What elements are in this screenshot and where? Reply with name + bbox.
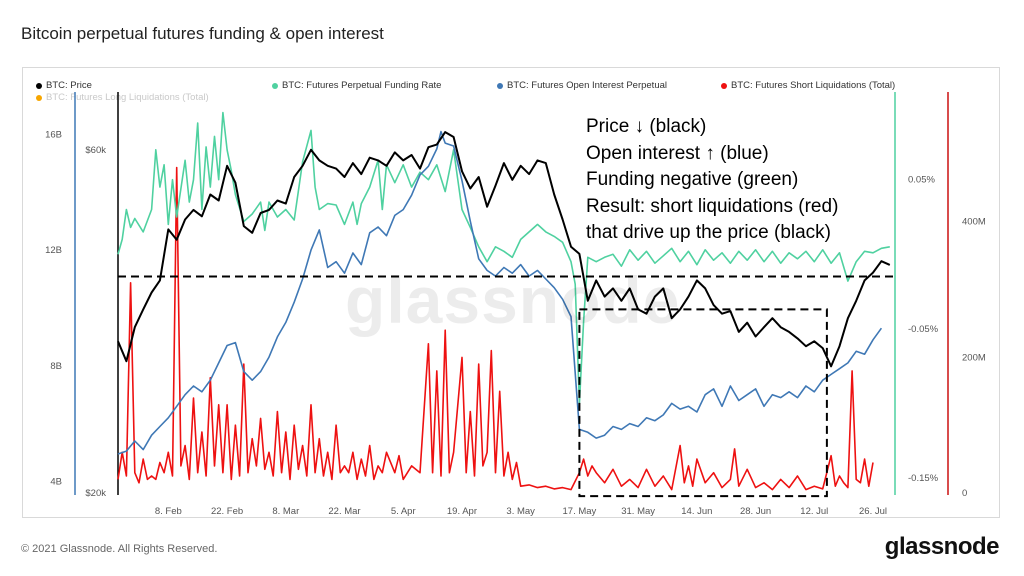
series-line-funding [117, 111, 890, 405]
tick-label-x-2: 8. Mar [272, 506, 299, 517]
annotation-line-2: Open interest ↑ (blue) [586, 142, 769, 164]
tick-label-funding-2: -0.15% [908, 473, 939, 484]
series-line-price [117, 131, 891, 368]
highlight-box [578, 308, 828, 498]
tick-label-x-12: 26. Jul [859, 506, 887, 517]
tick-label-liq-1: 200M [962, 352, 986, 363]
tick-label-x-9: 14. Jun [681, 506, 712, 517]
tick-label-oi-2: 12B [45, 245, 62, 256]
page-title: Bitcoin perpetual futures funding & open… [21, 24, 384, 43]
tick-label-x-5: 19. Apr [447, 506, 477, 517]
annotation-line-4: Result: short liquidations (red) [586, 195, 839, 217]
tick-label-funding-1: -0.05% [908, 324, 939, 335]
tick-label-funding-0: 0.05% [908, 175, 935, 186]
annotation-text: Price ↓ (black) Open interest ↑ (blue) F… [586, 114, 838, 247]
tick-label-x-11: 12. Jul [800, 506, 828, 517]
chart-frame [22, 67, 1000, 518]
tick-label-x-4: 5. Apr [391, 506, 416, 517]
tick-label-x-0: 8. Feb [155, 506, 182, 517]
annotation-line-1: Price ↓ (black) [586, 116, 707, 137]
tick-label-price-0: $20k [85, 488, 106, 499]
brand-logo: glassnode [884, 533, 1000, 560]
tick-label-x-10: 28. Jun [740, 506, 771, 517]
tick-label-x-6: 3. May [506, 506, 535, 517]
annotation-line-5: that drive up the price (black) [586, 222, 832, 243]
tick-label-x-7: 17. May [563, 506, 597, 517]
series-line-short-liq [117, 166, 874, 491]
annotation-line-3: Funding negative (green) [586, 169, 799, 190]
tick-label-liq-0: 400M [962, 217, 986, 228]
tick-label-price-1: $60k [85, 145, 106, 156]
tick-label-x-1: 22. Feb [211, 506, 243, 517]
tick-label-liq-2: 0 [962, 488, 967, 499]
tick-label-x-3: 22. Mar [328, 506, 360, 517]
tick-label-oi-3: 16B [45, 129, 62, 140]
watermark: glassnode [345, 263, 681, 337]
tick-label-x-8: 31. May [621, 506, 655, 517]
tick-label-oi-0: 4B [50, 476, 62, 487]
tick-label-oi-1: 8B [50, 361, 62, 372]
copyright: © 2021 Glassnode. All Rights Reserved. [21, 543, 218, 555]
